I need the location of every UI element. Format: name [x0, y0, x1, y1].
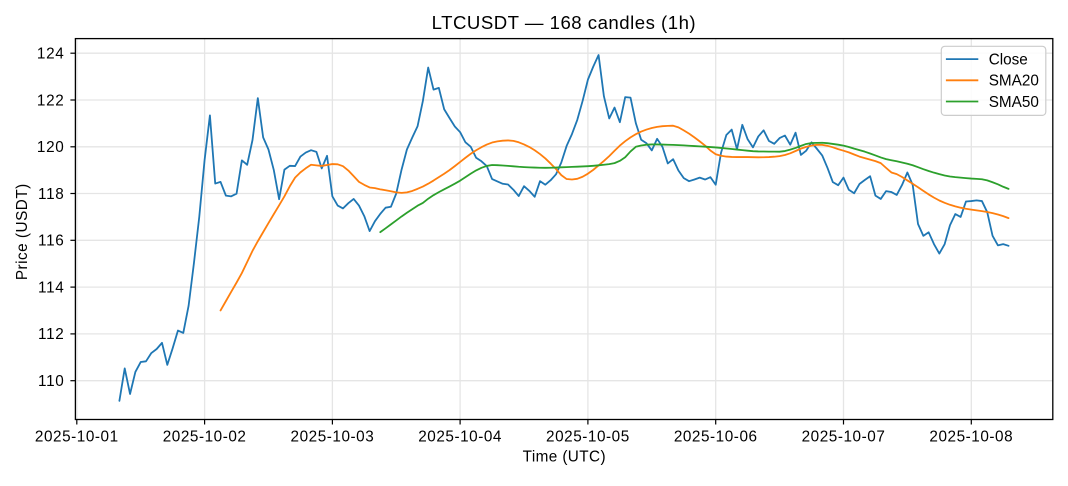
svg-text:Time (UTC): Time (UTC) [523, 449, 606, 466]
svg-text:110: 110 [38, 373, 65, 390]
svg-text:120: 120 [37, 139, 65, 156]
svg-text:2025-10-04: 2025-10-04 [418, 428, 502, 445]
svg-text:2025-10-08: 2025-10-08 [929, 428, 1013, 445]
svg-text:2025-10-02: 2025-10-02 [163, 428, 247, 445]
svg-text:SMA20: SMA20 [989, 73, 1039, 90]
svg-text:Price (USDT): Price (USDT) [14, 183, 31, 280]
svg-text:2025-10-03: 2025-10-03 [291, 428, 375, 445]
svg-text:SMA50: SMA50 [989, 94, 1039, 111]
svg-text:112: 112 [38, 326, 65, 343]
svg-text:122: 122 [37, 92, 65, 109]
svg-text:2025-10-06: 2025-10-06 [674, 428, 758, 445]
svg-text:114: 114 [38, 279, 65, 296]
svg-text:116: 116 [38, 233, 65, 250]
svg-text:2025-10-07: 2025-10-07 [802, 428, 886, 445]
svg-text:LTCUSDT — 168 candles (1h): LTCUSDT — 168 candles (1h) [432, 12, 696, 33]
svg-text:2025-10-01: 2025-10-01 [35, 428, 119, 445]
svg-text:118: 118 [38, 186, 65, 203]
svg-text:2025-10-05: 2025-10-05 [546, 428, 630, 445]
svg-text:124: 124 [37, 46, 65, 63]
svg-text:Close: Close [989, 51, 1028, 68]
